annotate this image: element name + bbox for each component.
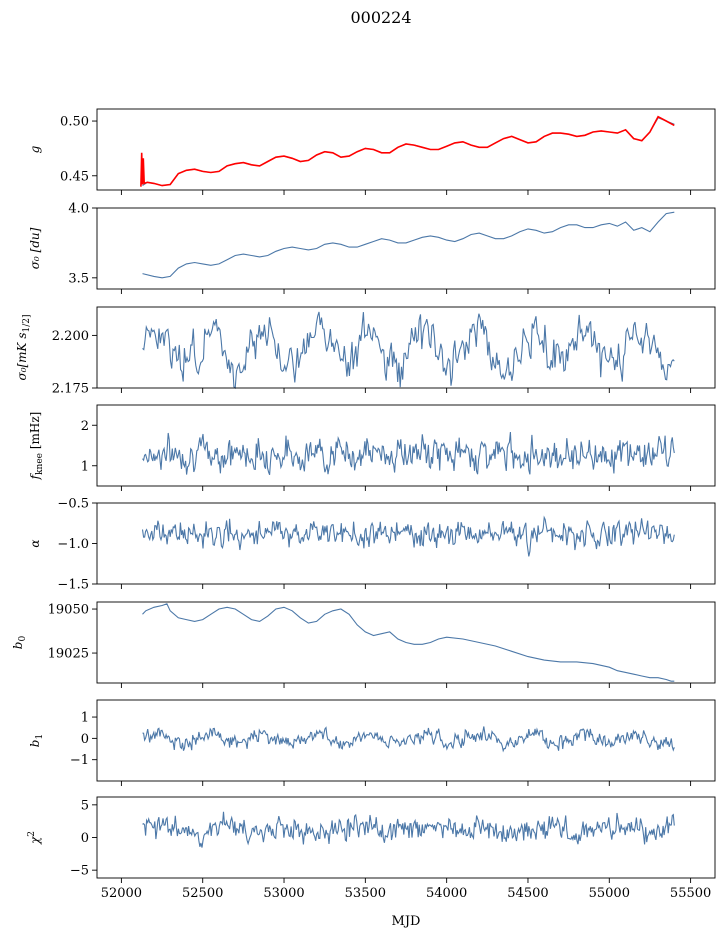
y-tick-label: −0.5 — [57, 497, 89, 512]
x-tick-label: 53500 — [345, 886, 386, 901]
axes-frame — [96, 699, 716, 782]
x-tick-label: 54500 — [507, 886, 548, 901]
y-axis-label: fknee [mHz] — [28, 412, 45, 481]
panel-1: 3.5 4.0 σ₀ [du] — [28, 202, 716, 294]
y-tick-label: 4.0 — [68, 202, 89, 217]
panel-3: 1 2 fknee [mHz] — [28, 404, 716, 491]
series-line-7-0 — [142, 811, 675, 848]
y-tick-label: 2.175 — [52, 382, 89, 397]
y-tick-label: −1.0 — [57, 537, 89, 552]
series-line-4-0 — [141, 515, 675, 557]
y-tick-label: 3.5 — [68, 271, 89, 286]
y-axis-label: b0 — [11, 636, 28, 650]
y-tick-label: −1.5 — [57, 578, 89, 593]
axes-frame — [96, 502, 716, 585]
y-tick-label: −5 — [70, 864, 89, 879]
y-axis-label: χ2 — [27, 831, 42, 845]
y-axis-label: σ₀ [du] — [28, 227, 42, 269]
y-tick-label: 2 — [81, 419, 89, 434]
x-axis-label: MJD — [392, 914, 421, 929]
axes-frame — [96, 108, 716, 191]
axes-frame — [96, 306, 716, 389]
y-tick-label: 0.45 — [60, 169, 89, 184]
y-tick-label: 19050 — [48, 603, 89, 618]
x-tick-label: 52500 — [182, 886, 223, 901]
series-line-6-0 — [142, 726, 675, 753]
axes-frame — [96, 404, 716, 487]
x-tick-label: 53000 — [263, 886, 304, 901]
axes-frame — [96, 601, 716, 684]
figure-title: 000224 — [350, 8, 411, 27]
series-line-0-0 — [142, 117, 675, 187]
y-tick-label: 1 — [81, 711, 89, 726]
series-line-0-1 — [140, 115, 675, 187]
y-axis-label: b1 — [28, 734, 45, 747]
series-line-2-0 — [142, 311, 675, 390]
series-line-5-0 — [142, 603, 675, 682]
panel-6: −1 0 1 b1 — [28, 699, 716, 786]
y-tick-label: 0 — [81, 732, 89, 747]
x-tick-label: 55500 — [670, 886, 711, 901]
y-tick-label: 2.200 — [52, 329, 89, 344]
y-tick-label: 0.50 — [60, 115, 89, 130]
series-line-3-0 — [142, 431, 675, 475]
y-tick-label: 19025 — [48, 647, 89, 662]
x-tick-label: 54000 — [426, 886, 467, 901]
series-line-1-0 — [142, 211, 675, 279]
y-axis-label: α — [28, 539, 42, 547]
panel-4: −1.5 −1.0 −0.5 α — [28, 497, 716, 593]
axes-frame — [96, 796, 716, 879]
axes-frame — [96, 207, 716, 290]
panel-2: 2.175 2.200 σ₀[mK s1/2] — [15, 306, 716, 397]
panel-0: 0.45 0.50 g — [28, 108, 716, 195]
y-tick-label: 0 — [81, 831, 89, 846]
y-tick-label: 5 — [81, 798, 89, 813]
x-tick-label: 55000 — [589, 886, 630, 901]
y-axis-label: g — [28, 145, 42, 153]
panel-5: 19025 19050 b0 — [11, 601, 716, 688]
y-tick-label: 1 — [81, 459, 89, 474]
x-tick-label: 52000 — [101, 886, 142, 901]
panel-7: −5 0 5 52000 52500 53000 53500 54000 54500 55000 5… — [27, 796, 716, 901]
y-tick-label: −1 — [70, 753, 89, 768]
y-axis-label: σ₀[mK s1/2] — [15, 315, 32, 381]
